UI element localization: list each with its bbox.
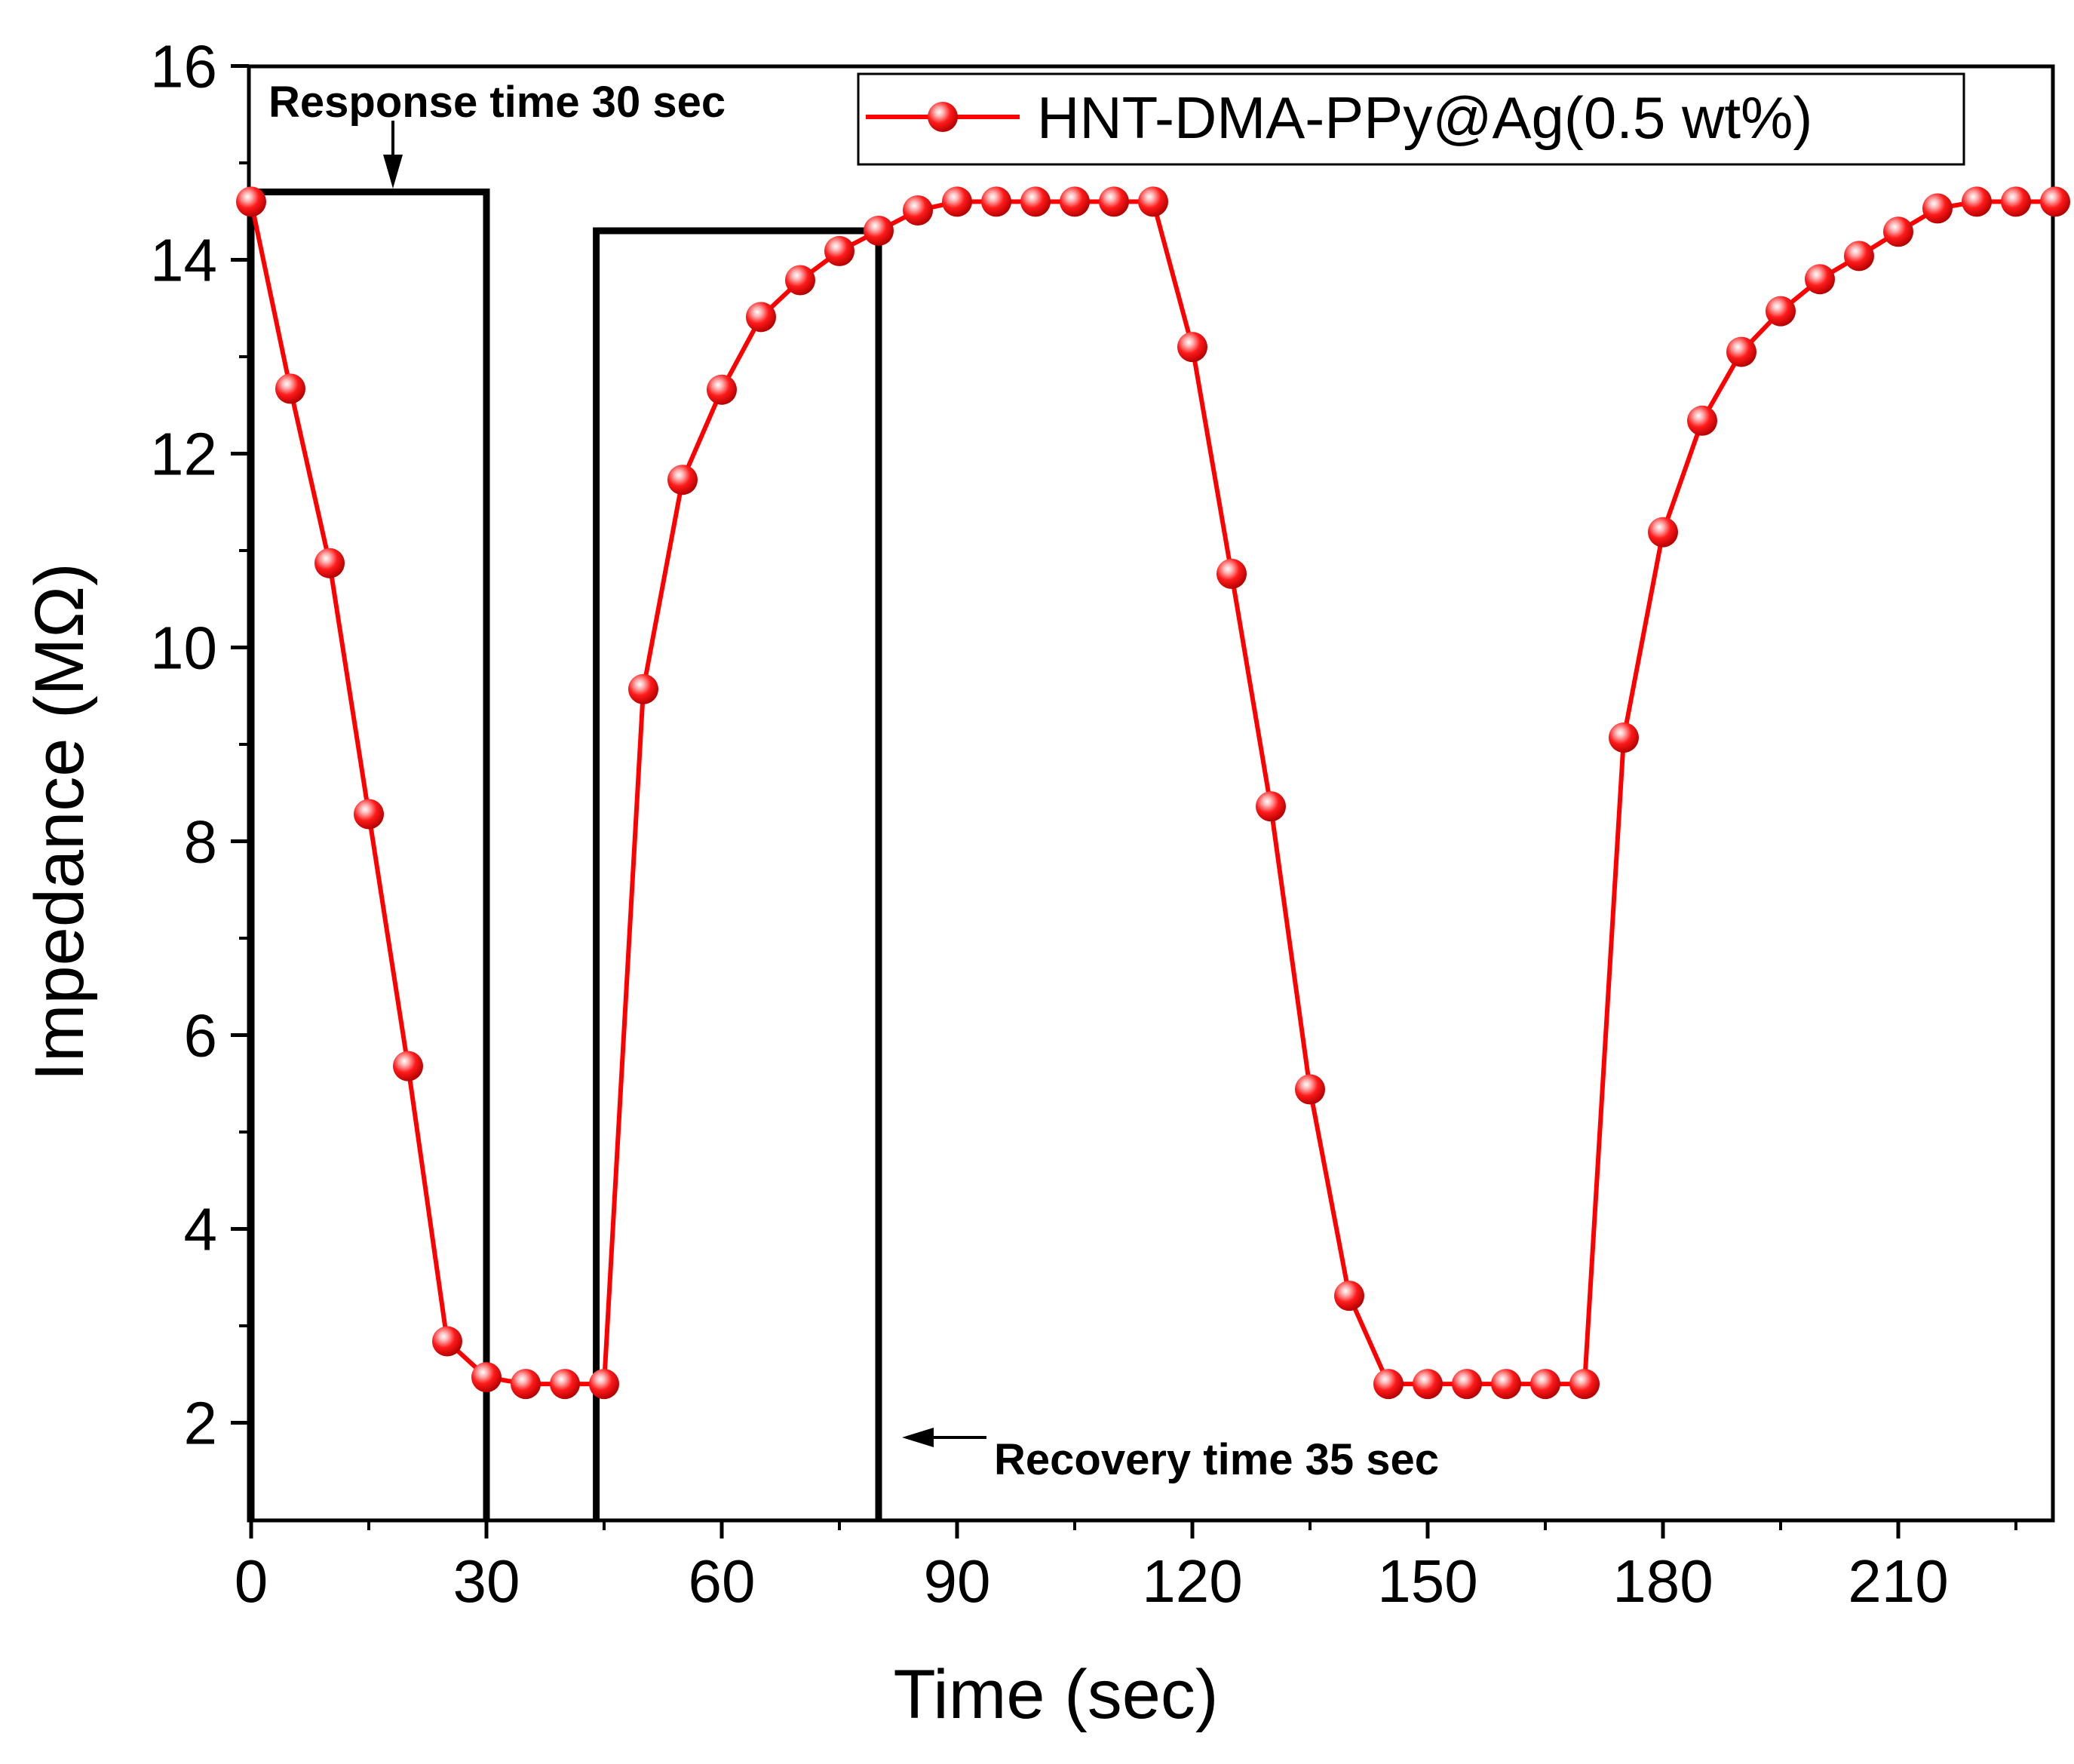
data-point: [2001, 186, 2031, 217]
data-point: [1844, 241, 1874, 272]
plot-frame: [247, 64, 2055, 1523]
data-point: [511, 1369, 541, 1400]
data-point: [236, 186, 266, 217]
legend-box: [857, 72, 1965, 166]
data-point: [1373, 1369, 1404, 1400]
data-point: [589, 1369, 619, 1400]
data-point: [1648, 517, 1678, 548]
series-line: [249, 199, 2055, 1387]
data-point: [1256, 791, 1286, 822]
recovery-annotation: Recovery time 35 sec: [902, 1428, 1439, 1484]
data-point: [1334, 1281, 1364, 1311]
data-point: [785, 265, 815, 296]
data-point: [824, 235, 854, 266]
data-point: [471, 1362, 502, 1393]
data-point: [1177, 332, 1207, 363]
data-point: [2040, 186, 2070, 217]
data-point: [550, 1369, 580, 1400]
x-axis-title: Time (sec): [893, 1656, 1218, 1733]
data-point: [1766, 296, 1796, 327]
x-tick-label: 90: [924, 1548, 991, 1615]
data-point: [942, 186, 972, 217]
data-point: [1687, 405, 1717, 436]
data-point: [1491, 1369, 1521, 1400]
data-point: [864, 215, 894, 246]
response-arrow-head: [383, 155, 403, 189]
response-time-label: Response time 30 sec: [268, 78, 726, 127]
recovery-time-label: Recovery time 35 sec: [994, 1435, 1439, 1484]
legend-marker-swatch: [928, 102, 958, 132]
response-time-box: [247, 189, 490, 1520]
data-point: [432, 1326, 462, 1357]
y-tick-label: 6: [184, 1002, 218, 1069]
data-point: [1138, 186, 1168, 217]
data-series: [236, 186, 2070, 1400]
y-tick-label: 12: [150, 421, 217, 488]
data-point: [1922, 193, 1953, 224]
data-point: [1295, 1074, 1325, 1105]
data-point: [981, 186, 1011, 217]
y-tick-label: 16: [150, 33, 217, 100]
data-point: [275, 373, 305, 404]
data-point: [1413, 1369, 1443, 1400]
y-tick-label: 10: [150, 615, 217, 682]
data-point: [1805, 264, 1835, 295]
y-tick-label: 14: [150, 227, 217, 294]
data-point: [354, 799, 384, 830]
data-point: [628, 673, 658, 704]
x-tick-label: 0: [235, 1548, 268, 1615]
axis-ticks: 0 30 60 90 120 150 180 210 2 4 6 8 10 12 14 16: [150, 33, 2017, 1615]
data-point: [707, 374, 737, 405]
x-tick-label: 30: [453, 1548, 520, 1615]
x-tick-label: 150: [1377, 1548, 1477, 1615]
legend: HNT-DMA-PPy@Ag(0.5 wt%): [857, 72, 1965, 166]
data-point: [1609, 722, 1639, 753]
data-point: [1530, 1369, 1560, 1400]
data-point: [1726, 336, 1756, 367]
x-tick-label: 180: [1612, 1548, 1713, 1615]
data-point: [1216, 558, 1247, 589]
legend-label: HNT-DMA-PPy@Ag(0.5 wt%): [1037, 84, 1812, 151]
data-point: [1099, 186, 1129, 217]
data-point: [393, 1051, 423, 1081]
x-tick-label: 120: [1142, 1548, 1242, 1615]
data-point: [1452, 1369, 1482, 1400]
y-axis-title: Impedance (MΩ): [21, 563, 98, 1081]
y-tick-label: 8: [184, 808, 218, 876]
data-point: [746, 302, 776, 333]
recovery-arrow-head: [902, 1428, 934, 1447]
data-point: [903, 195, 933, 225]
data-point: [667, 465, 698, 495]
annotation-boxes: [247, 189, 882, 1520]
data-point: [1060, 186, 1090, 217]
x-tick-label: 60: [689, 1548, 756, 1615]
data-point: [1883, 216, 1913, 247]
y-tick-label: 2: [184, 1390, 218, 1457]
recovery-time-box: [593, 227, 882, 1520]
x-tick-label: 210: [1848, 1548, 1948, 1615]
y-tick-label: 4: [184, 1196, 218, 1263]
data-point: [1020, 186, 1051, 217]
data-point: [1569, 1369, 1600, 1400]
data-point: [314, 548, 345, 578]
response-annotation: Response time 30 sec: [268, 78, 726, 189]
data-point: [1962, 186, 1992, 217]
